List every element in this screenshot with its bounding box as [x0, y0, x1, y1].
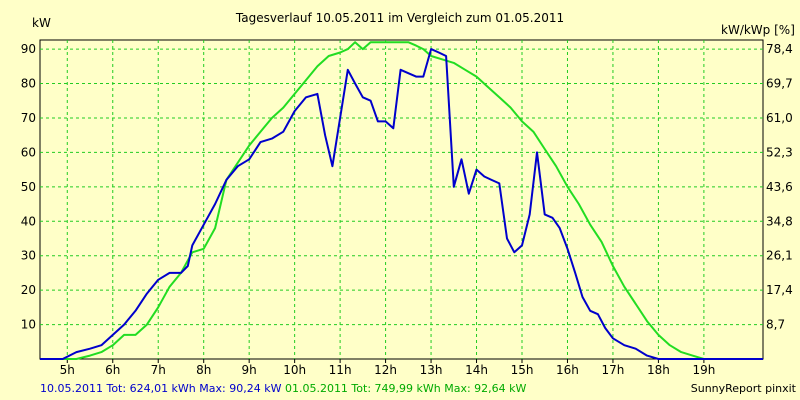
x-tick-label: 7h: [151, 363, 166, 377]
chart-title: Tagesverlauf 10.05.2011 im Vergleich zum…: [235, 11, 564, 25]
y-tick-label-left: 90: [21, 42, 36, 56]
y-tick-label-left: 40: [21, 214, 36, 228]
y-tick-label-right: 8,7: [766, 318, 785, 332]
legend-series-1: 10.05.2011 Tot: 624,01 kWh Max: 90,24 kW: [40, 382, 282, 395]
y-tick-label-left: 50: [21, 180, 36, 194]
x-tick-label: 8h: [196, 363, 211, 377]
left-axis-label: kW: [32, 16, 51, 30]
x-tick-label: 13h: [420, 363, 443, 377]
y-tick-label-right: 17,4: [766, 283, 793, 297]
series-line-10.05.2011: [40, 48, 763, 360]
y-tick-label-right: 34,8: [766, 214, 793, 228]
x-tick-label: 14h: [465, 363, 488, 377]
y-tick-label-right: 61,0: [766, 111, 793, 125]
y-tick-label-left: 80: [21, 77, 36, 91]
x-tick-label: 18h: [647, 363, 670, 377]
grid: [40, 40, 763, 359]
y-tick-label-right: 52,3: [766, 145, 793, 159]
plot-area: [39, 39, 764, 360]
right-axis-label: kW/kWp [%]: [721, 23, 795, 37]
legend: 10.05.2011 Tot: 624,01 kWh Max: 90,24 kW…: [40, 382, 526, 395]
credit: SunnyReport pinxit: [690, 382, 796, 395]
legend-series-2: 01.05.2011 Tot: 749,99 kWh Max: 92,64 kW: [284, 382, 527, 395]
y-tick-label-left: 10: [21, 318, 36, 332]
ticks: 5h 6h 7h 8h 9h 10h 11h 12h 13h 14h 15h 16h 17h 18h 19h…: [21, 42, 793, 377]
y-tick-label-left: 30: [21, 249, 36, 263]
x-tick-label: 11h: [329, 363, 352, 377]
x-tick-label: 5h: [60, 363, 75, 377]
x-tick-label: 10h: [283, 363, 306, 377]
x-tick-label: 17h: [602, 363, 625, 377]
x-tick-label: 15h: [511, 363, 534, 377]
y-tick-label-right: 26,1: [766, 249, 793, 263]
x-tick-label: 19h: [692, 363, 715, 377]
x-tick-label: 12h: [374, 363, 397, 377]
x-tick-label: 16h: [556, 363, 579, 377]
y-tick-label-right: 43,6: [766, 180, 793, 194]
series-lines: [40, 41, 763, 360]
y-tick-label-right: 78,4: [766, 42, 793, 56]
y-tick-label-right: 69,7: [766, 77, 793, 91]
series-line-01.05.2011: [40, 41, 763, 360]
y-tick-label-left: 70: [21, 111, 36, 125]
y-tick-label-left: 20: [21, 283, 36, 297]
x-tick-label: 6h: [105, 363, 120, 377]
y-tick-label-left: 60: [21, 145, 36, 159]
x-tick-label: 9h: [242, 363, 257, 377]
